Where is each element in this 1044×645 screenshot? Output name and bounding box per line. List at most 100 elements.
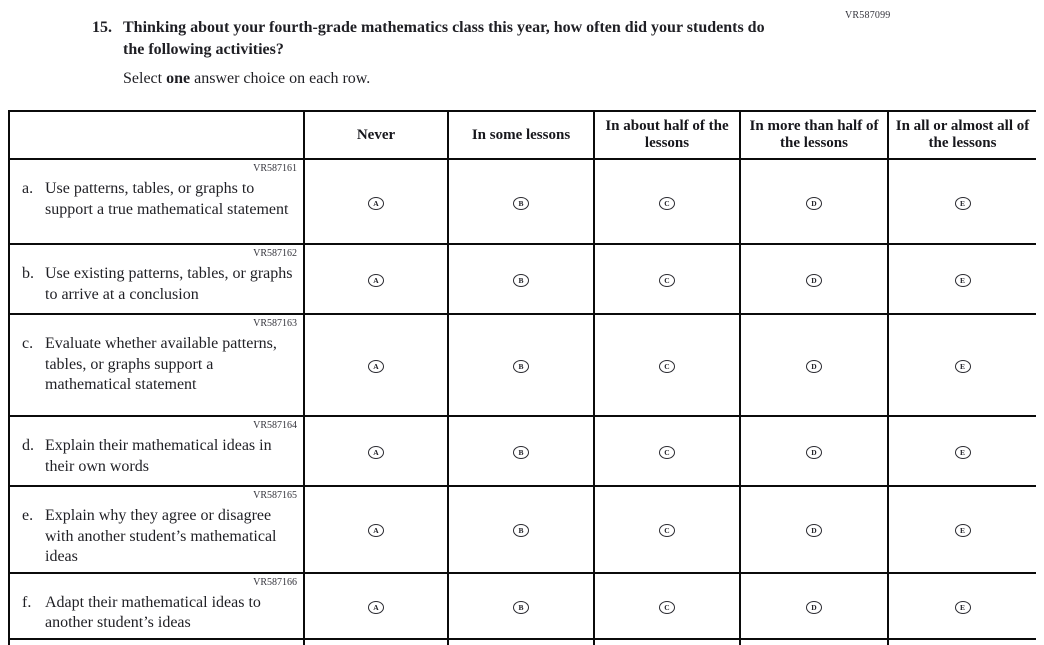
row-e-cell-some: B [447,485,595,574]
row-d-text: Explain their mathematical ideas in thei… [45,437,272,475]
row-a-cell-some: B [447,158,595,245]
column-header-never: Never [303,110,449,160]
cutoff-cell [303,637,449,645]
row-a-code: VR587161 [253,163,297,174]
row-e-cell-all: E [887,485,1036,574]
answer-bubble-c[interactable]: C [659,600,675,614]
row-f-cell-about-half: C [593,571,741,640]
row-c-stem: VR587163 c. Evaluate whether available pa… [8,313,305,417]
answer-bubble-b[interactable]: B [513,196,529,210]
instruction-bold-word: one [166,70,191,87]
answer-bubble-d[interactable]: D [806,196,822,210]
row-c-text: Evaluate whether available patterns, tab… [45,335,277,393]
answer-bubble-b[interactable]: B [513,274,529,287]
answer-bubble-e[interactable]: E [954,446,971,459]
answer-bubble-d[interactable]: D [806,446,822,459]
form-code: VR587099 [845,10,891,21]
header-row: Never In some lessons In about half of t… [8,110,1036,160]
row-d-cell-some: B [447,415,595,487]
row-b-cell-all: E [887,243,1036,315]
instruction-prefix: Select [123,70,167,87]
row-e-cell-never: A [303,485,449,574]
answer-bubble-b[interactable]: B [513,600,529,614]
answer-bubble-e[interactable]: E [954,524,971,538]
row-a-stem: VR587161 a. Use patterns, tables, or grap… [8,158,305,245]
row-c-cell-more-half: D [739,313,889,417]
row-c-cell-about-half: C [593,313,741,417]
question-text: Thinking about your fourth-grade mathema… [123,19,765,58]
row-b-letter: b. [22,265,34,282]
instruction-suffix: answer choice on each row. [190,70,371,87]
row-d-cell-all: E [887,415,1036,487]
column-header-about-half: In about half of the lessons [593,110,741,160]
column-header-some-lessons: In some lessons [447,110,595,160]
row-a-cell-all: E [887,158,1036,245]
table-row-cutoff [8,637,1036,645]
table-row-b: VR587162 b. Use existing patterns, tables… [8,243,1036,315]
cutoff-cell [593,637,741,645]
answer-bubble-a[interactable]: A [368,196,384,210]
answer-bubble-c[interactable]: C [659,360,675,373]
answer-bubble-e[interactable]: E [954,360,971,373]
row-a-cell-about-half: C [593,158,741,245]
answer-bubble-a[interactable]: A [368,446,384,459]
row-f-letter: f. [22,593,32,611]
answer-bubble-d[interactable]: D [806,600,822,614]
answer-bubble-d[interactable]: D [806,274,822,287]
row-d-cell-more-half: D [739,415,889,487]
answer-bubble-a[interactable]: A [368,274,384,287]
row-e-cell-about-half: C [593,485,741,574]
row-c-cell-some: B [447,313,595,417]
row-e-letter: e. [22,507,34,524]
response-matrix: Never In some lessons In about half of t… [8,110,1036,645]
table-row-f: VR587166 f. Adapt their mathematical idea… [8,571,1036,640]
answer-bubble-c[interactable]: C [659,196,675,210]
row-e-text: Explain why they agree or disagree with … [45,507,277,565]
answer-bubble-b[interactable]: B [513,360,529,373]
row-f-cell-some: B [447,571,595,640]
row-e-stem: VR587165 e. Explain why they agree or dis… [8,485,305,574]
row-b-cell-never: A [303,243,449,315]
table-row-d: VR587164 d. Explain their mathematical id… [8,415,1036,487]
answer-bubble-c[interactable]: C [659,524,675,538]
answer-bubble-a[interactable]: A [368,600,384,614]
answer-bubble-c[interactable]: C [659,446,675,459]
table-row-e: VR587165 e. Explain why they agree or dis… [8,485,1036,574]
cutoff-cell [887,637,1036,645]
answer-bubble-a[interactable]: A [368,524,384,538]
answer-bubble-e[interactable]: E [954,600,971,614]
answer-bubble-c[interactable]: C [659,274,675,287]
answer-bubble-e[interactable]: E [954,196,971,210]
row-d-stem: VR587164 d. Explain their mathematical id… [8,415,305,487]
question-15: 15. Thinking about your fourth-grade mat… [92,17,782,61]
table-row-a: VR587161 a. Use patterns, tables, or grap… [8,158,1036,245]
row-c-code: VR587163 [253,318,297,329]
row-a-cell-more-half: D [739,158,889,245]
answer-bubble-d[interactable]: D [806,360,822,373]
row-f-cell-all: E [887,571,1036,640]
row-b-code: VR587162 [253,248,297,259]
row-d-letter: d. [22,437,34,454]
row-b-stem: VR587162 b. Use existing patterns, tables… [8,243,305,315]
row-c-letter: c. [22,335,34,352]
row-a-text: Use patterns, tables, or graphs to suppo… [45,180,289,218]
row-e-code: VR587165 [253,490,297,501]
row-f-code: VR587166 [253,576,297,588]
row-f-stem: VR587166 f. Adapt their mathematical idea… [8,571,305,640]
answer-bubble-b[interactable]: B [513,524,529,538]
row-f-text: Adapt their mathematical ideas to anothe… [45,593,261,632]
row-b-text: Use existing patterns, tables, or graphs… [45,265,293,303]
answer-bubble-d[interactable]: D [806,524,822,538]
answer-bubble-a[interactable]: A [368,360,384,373]
row-d-code: VR587164 [253,420,297,431]
answer-bubble-b[interactable]: B [513,446,529,459]
column-header-more-than-half: In more than half of the lessons [739,110,889,160]
row-f-cell-never: A [303,571,449,640]
cutoff-cell [447,637,595,645]
answer-bubble-e[interactable]: E [954,274,971,287]
table-row-c: VR587163 c. Evaluate whether available pa… [8,313,1036,417]
row-d-cell-about-half: C [593,415,741,487]
row-b-cell-more-half: D [739,243,889,315]
instruction-line: Select one answer choice on each row. [123,69,370,89]
